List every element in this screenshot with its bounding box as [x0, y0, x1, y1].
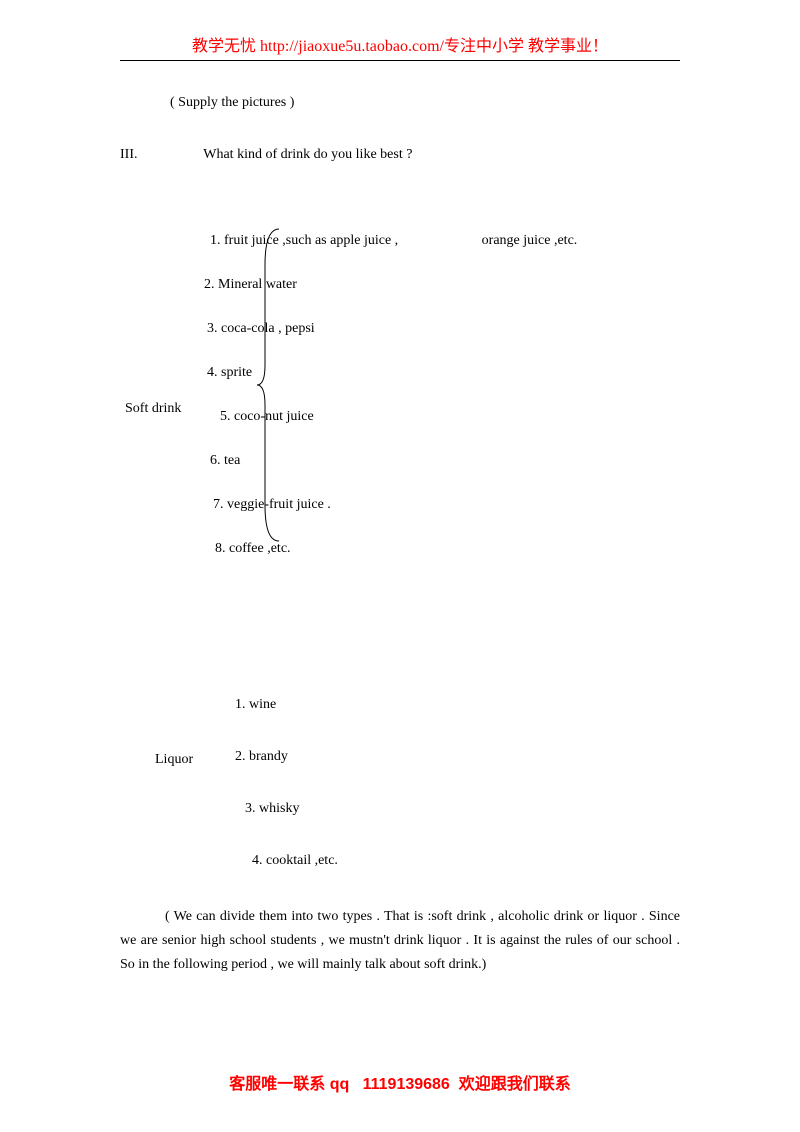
section-label: III.: [120, 147, 200, 163]
header-divider: [120, 60, 680, 61]
footer-part1: 客服唯一联系 qq: [229, 1076, 349, 1093]
list-item: 3. coca-cola , pepsi: [207, 321, 680, 337]
liquor-label: Liquor: [155, 752, 193, 768]
page-footer: 客服唯一联系 qq 1119139686 欢迎跟我们联系: [0, 1070, 800, 1094]
supply-pictures-text: ( Supply the pictures ): [170, 95, 680, 111]
soft-drink-label: Soft drink: [125, 401, 181, 417]
paragraph-text: ( We can divide them into two types . Th…: [120, 909, 680, 972]
section-question: What kind of drink do you like best ?: [203, 147, 412, 162]
soft-drink-list: 1. fruit juice ,such as apple juice , or…: [210, 233, 680, 557]
footer-part3: 欢迎跟我们联系: [459, 1076, 571, 1093]
list-item: 8. coffee ,etc.: [215, 541, 680, 557]
list-item: 4. sprite: [207, 365, 680, 381]
liquor-list: 1. wine 2. brandy 3. whisky 4. cooktail …: [120, 697, 680, 869]
header-link[interactable]: http://jiaoxue5u.taobao.com/: [260, 38, 444, 55]
list-item: 5. coco-nut juice: [220, 409, 680, 425]
list-item: 2. Mineral water: [204, 277, 680, 293]
list-item: 1. fruit juice ,such as apple juice , or…: [210, 233, 680, 249]
liquor-block: Liquor 1. wine 2. brandy 3. whisky 4. co…: [120, 697, 680, 869]
item-extra: orange juice ,etc.: [482, 233, 578, 249]
list-item: 1. wine: [235, 697, 680, 713]
list-item: 4. cooktail ,etc.: [252, 853, 680, 869]
header-prefix: 教学无忧: [192, 38, 260, 55]
page-header: 教学无忧 http://jiaoxue5u.taobao.com/专注中小学 教…: [0, 32, 800, 56]
list-item: 6. tea: [210, 453, 680, 469]
summary-paragraph: ( We can divide them into two types . Th…: [120, 905, 680, 976]
list-item: 2. brandy: [235, 749, 680, 765]
document-body: ( Supply the pictures ) III. What kind o…: [120, 95, 680, 976]
footer-qq: 1119139686: [363, 1076, 450, 1093]
list-item: 7. veggie-fruit juice .: [213, 497, 680, 513]
soft-drink-block: Soft drink 1. fruit juice ,such as apple…: [120, 233, 680, 557]
header-suffix: 专注中小学 教学事业！: [444, 38, 608, 55]
item-text: 1. fruit juice ,such as apple juice ,: [210, 233, 398, 248]
list-item: 3. whisky: [245, 801, 680, 817]
section-iii: III. What kind of drink do you like best…: [120, 147, 680, 163]
